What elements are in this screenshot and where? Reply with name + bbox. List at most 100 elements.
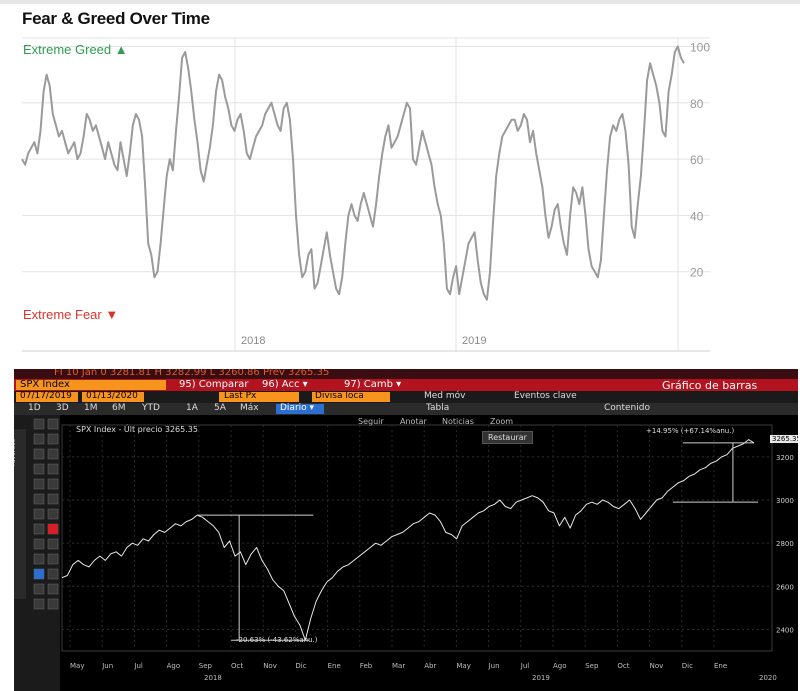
x-tick-label: 2019 xyxy=(462,335,486,347)
bloomberg-terminal: 2400 2600 2800 3000 3200 May Jun Jul Ago Sep Oct No… xyxy=(14,369,798,691)
extreme-fear-label: Extreme Fear ▼ xyxy=(23,307,119,322)
plot-frame xyxy=(61,424,773,652)
x-tick-label: Nov xyxy=(650,662,664,670)
tool-icon[interactable] xyxy=(47,598,59,610)
compare-button[interactable]: 95) Comparar xyxy=(179,379,249,390)
tool-icon[interactable] xyxy=(33,478,45,490)
tool-icon[interactable] xyxy=(33,523,45,535)
x-tick-label: Ene xyxy=(714,662,727,670)
y-tick-label: 20 xyxy=(690,266,704,280)
spx-price-line xyxy=(61,439,755,641)
period-row xyxy=(14,403,798,415)
y-tick-label: 80 xyxy=(690,97,704,111)
last-px-box[interactable] xyxy=(219,392,299,402)
date-from-box[interactable] xyxy=(16,392,78,402)
ticker-label[interactable]: SPX Index xyxy=(20,379,70,390)
tool-icon[interactable] xyxy=(47,583,59,595)
x-tick-label: Oct xyxy=(617,662,629,670)
period-button-1d[interactable]: 1D xyxy=(28,403,41,413)
tool-icon[interactable] xyxy=(47,418,59,430)
tool-icon[interactable] xyxy=(33,418,45,430)
tool-icon[interactable] xyxy=(47,463,59,475)
drawdown-annotation: -20.63% (-43.62%anu.) xyxy=(236,636,318,644)
key-events-toggle[interactable]: Eventos clave xyxy=(514,391,577,401)
tool-icon[interactable] xyxy=(33,508,45,520)
period-button-máx[interactable]: Máx xyxy=(240,403,259,413)
side-tab-1[interactable]: Custom xyxy=(14,483,15,506)
change-button[interactable]: 97) Camb ▾ xyxy=(344,379,402,390)
tool-icon[interactable] xyxy=(33,493,45,505)
tool-icon[interactable] xyxy=(47,493,59,505)
x-tick-label: Jul xyxy=(520,662,530,670)
tool-icon[interactable] xyxy=(47,433,59,445)
x-tick-label: Abr xyxy=(424,662,436,670)
frequency-box[interactable] xyxy=(276,404,324,414)
top-quote-strip xyxy=(14,369,798,379)
tool-icon[interactable] xyxy=(33,538,45,550)
content-tab[interactable]: Contenido xyxy=(604,403,650,413)
tool-icon[interactable] xyxy=(33,433,45,445)
period-button-1m[interactable]: 1M xyxy=(84,403,98,413)
date-from[interactable]: 07/17/2019 xyxy=(20,391,72,401)
period-button-3d[interactable]: 3D xyxy=(56,403,69,413)
tool-icon[interactable] xyxy=(33,598,45,610)
x-tick-label: Ago xyxy=(553,662,567,670)
x-tick-label: Ago xyxy=(167,662,181,670)
top-strip xyxy=(0,0,800,4)
side-tab-0[interactable]: Favoritos xyxy=(14,438,18,467)
x-tick-label: May xyxy=(456,662,470,670)
actions-button[interactable]: 96) Acc ▾ xyxy=(262,379,308,390)
tool-icon[interactable] xyxy=(33,448,45,460)
x-tick-label: Mar xyxy=(392,662,405,670)
news-button[interactable]: Noticias xyxy=(442,417,474,426)
restore-button[interactable]: Restaurar xyxy=(482,431,533,444)
bloomberg-chart: 2400 2600 2800 3000 3200 May Jun Jul Ago Sep Oct No… xyxy=(14,369,798,691)
fear-greed-panel: 20 40 60 80 100 2018 2019 Fear & Greed Over Ti… xyxy=(0,4,720,354)
period-button-6m[interactable]: 6M xyxy=(112,403,126,413)
annotate-button[interactable]: Anotar xyxy=(400,417,427,426)
x-tick-label: Feb xyxy=(360,662,373,670)
x-year-label: 2018 xyxy=(204,674,222,682)
x-tick-label: May xyxy=(70,662,84,670)
tool-icon[interactable] xyxy=(47,538,59,550)
x-tick-label: Ene xyxy=(328,662,341,670)
currency-box[interactable] xyxy=(312,392,390,402)
rally-annotation: +14.95% (+67.14%anu.) xyxy=(646,427,735,435)
x-tick-label: Dic xyxy=(682,662,693,670)
frequency-select[interactable]: Diario ▾ xyxy=(280,403,315,413)
follow-button[interactable]: Seguir xyxy=(358,417,384,426)
tool-icon[interactable] xyxy=(47,448,59,460)
date-row xyxy=(14,391,798,403)
y-tick-label: 3000 xyxy=(776,497,794,505)
cursor-tool-icon[interactable] xyxy=(34,569,44,579)
tool-icon[interactable] xyxy=(47,478,59,490)
tool-icon[interactable] xyxy=(47,508,59,520)
moving-avg-toggle[interactable]: Med móv xyxy=(424,391,466,401)
period-button-ytd[interactable]: YTD xyxy=(142,403,160,413)
ticker-box[interactable] xyxy=(16,380,166,390)
tool-icon[interactable] xyxy=(47,553,59,565)
chart-type-label[interactable]: Gráfico de barras xyxy=(662,379,758,392)
date-to-box[interactable] xyxy=(82,392,144,402)
currency-select[interactable]: Divisa loca xyxy=(315,391,364,401)
zoom-button[interactable]: Zoom xyxy=(490,417,514,426)
period-button-1a[interactable]: 1A xyxy=(186,403,198,413)
x-tick-label: Jun xyxy=(488,662,500,670)
extreme-greed-label: Extreme Greed ▲ xyxy=(23,42,128,57)
table-tab[interactable]: Tabla xyxy=(426,403,450,413)
last-px-select[interactable]: Last Px xyxy=(224,391,257,401)
tool-icon[interactable] xyxy=(47,568,59,580)
x-year-label: 2019 xyxy=(532,674,550,682)
date-to[interactable]: 01/13/2020 xyxy=(86,391,138,401)
x-tick-label: Oct xyxy=(231,662,243,670)
color-tool-icon[interactable] xyxy=(48,524,58,534)
x-tick-label: Sep xyxy=(199,662,213,670)
y-tick-label: 2400 xyxy=(776,626,794,634)
tool-icon[interactable] xyxy=(33,583,45,595)
tool-icon[interactable] xyxy=(33,463,45,475)
tool-icon[interactable] xyxy=(33,553,45,565)
period-button-5a[interactable]: 5A xyxy=(214,403,226,413)
y-tick-label: 2800 xyxy=(776,540,794,548)
fear-greed-line xyxy=(21,45,685,301)
y-tick-label: 3200 xyxy=(776,454,794,462)
